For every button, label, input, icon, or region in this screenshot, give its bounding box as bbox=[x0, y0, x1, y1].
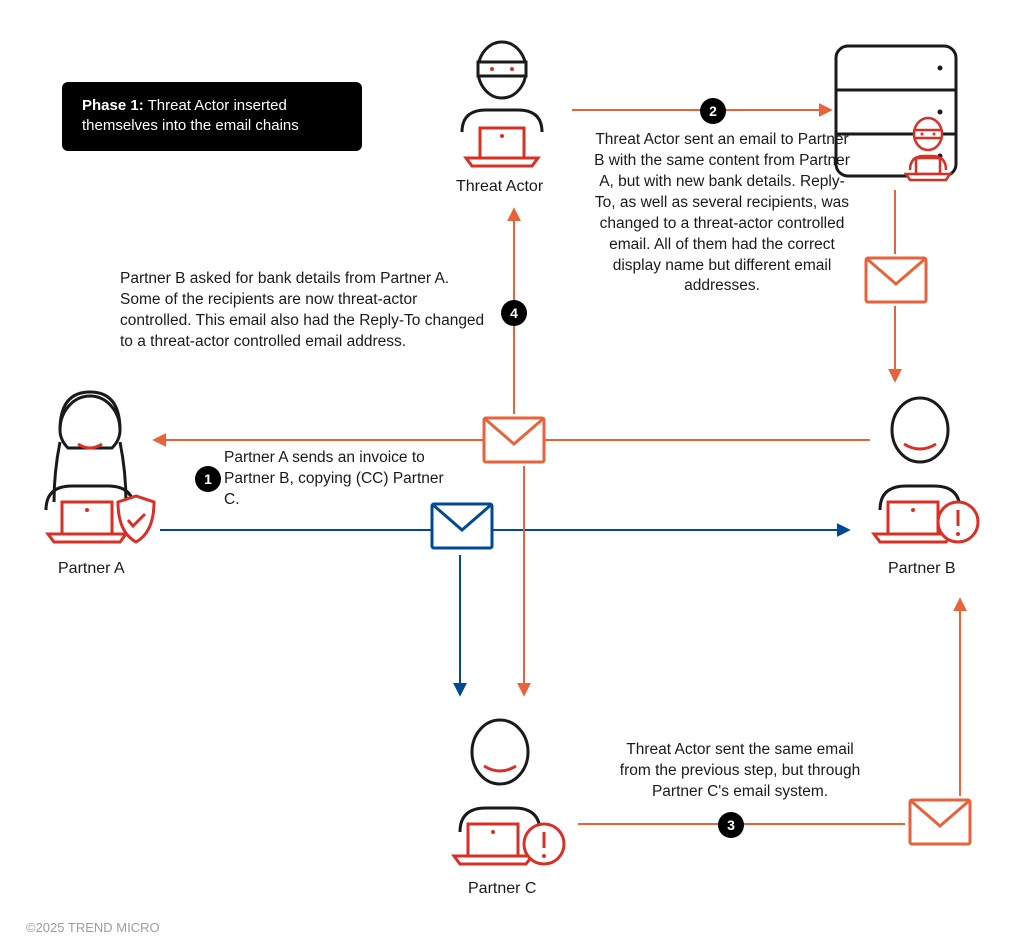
badge-3: 3 bbox=[718, 812, 744, 838]
partner-c-icon bbox=[454, 720, 564, 864]
threat-actor-icon bbox=[462, 42, 542, 166]
phase-label-bold: Phase 1: bbox=[82, 97, 144, 114]
label-partner-c: Partner C bbox=[468, 880, 536, 898]
envelope-orange-c bbox=[910, 800, 970, 844]
partner-a-icon bbox=[46, 392, 154, 542]
note-2: Threat Actor sent an email to Partner B … bbox=[592, 130, 852, 297]
label-partner-b: Partner B bbox=[888, 560, 956, 578]
phase-box: Phase 1: Threat Actor inserted themselve… bbox=[62, 82, 362, 151]
label-threat-actor: Threat Actor bbox=[456, 178, 543, 196]
note-3: Threat Actor sent the same email from th… bbox=[610, 740, 870, 803]
envelope-orange-server bbox=[866, 258, 926, 302]
badge-4: 4 bbox=[501, 300, 527, 326]
badge-2: 2 bbox=[700, 98, 726, 124]
partner-b-icon bbox=[874, 398, 978, 542]
envelope-orange-mid bbox=[484, 418, 544, 462]
note-4: Partner B asked for bank details from Pa… bbox=[120, 269, 490, 353]
copyright: ©2025 TREND MICRO bbox=[26, 920, 160, 935]
label-partner-a: Partner A bbox=[58, 560, 125, 578]
note-1: Partner A sends an invoice to Partner B,… bbox=[224, 448, 454, 511]
badge-1: 1 bbox=[195, 466, 221, 492]
